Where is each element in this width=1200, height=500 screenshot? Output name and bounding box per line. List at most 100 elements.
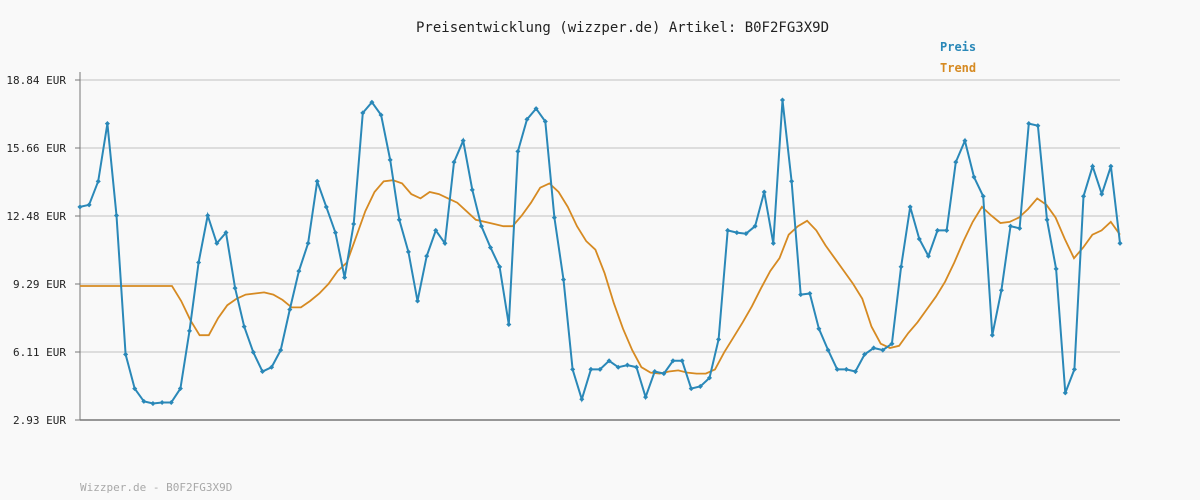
preis-data-point: [314, 178, 320, 184]
preis-data-point: [1071, 366, 1077, 372]
preis-data-point: [789, 178, 795, 184]
y-axis-ticks: 18.84 EUR 15.66 EUR 12.48 EUR 9.29 EUR 6.11 …: [6, 74, 80, 427]
preis-data-point: [396, 217, 402, 223]
preis-data-point: [725, 227, 731, 233]
preis-data-point: [998, 287, 1004, 293]
preis-data-point: [506, 321, 512, 328]
preis-data-point: [980, 193, 986, 199]
preis-data-point: [624, 362, 630, 368]
preis-data-point: [1117, 240, 1123, 246]
y-tick-label: 2.93 EUR: [13, 414, 66, 427]
preis-data-point: [843, 366, 849, 372]
preis-data-point: [86, 202, 92, 208]
preis-data-point: [1053, 266, 1059, 272]
preis-data-point: [205, 212, 211, 219]
preis-data-point: [1017, 225, 1023, 231]
preis-data-point: [287, 306, 293, 313]
preis-data-point: [323, 204, 329, 210]
preis-data-point: [633, 364, 640, 370]
preis-data-point: [1108, 163, 1114, 169]
preis-data-point: [369, 99, 375, 105]
preis-data-point: [1090, 163, 1096, 169]
preis-data-point: [579, 396, 585, 402]
preis-data-point: [305, 240, 311, 246]
preis-data-point: [798, 292, 804, 298]
preis-data-point: [141, 398, 147, 404]
preis-data-point: [351, 221, 357, 227]
preis-data-point: [743, 231, 749, 237]
preis-data-point: [405, 249, 411, 255]
preis-data-point: [643, 394, 649, 400]
preis-data-point: [214, 240, 220, 246]
y-tick-label: 6.11 EUR: [13, 346, 66, 359]
preis-data-point: [296, 268, 302, 274]
preis-data-point: [515, 148, 521, 154]
y-tick-label: 18.84 EUR: [6, 74, 66, 87]
preis-data-point: [688, 386, 694, 392]
preis-data-point: [862, 351, 868, 357]
preis-data-point: [1062, 390, 1068, 396]
preis-data-point: [761, 189, 767, 195]
preis-data-point: [1007, 223, 1014, 229]
preis-data-point: [825, 347, 831, 353]
preis-data-point: [615, 364, 621, 370]
preis-data-point: [250, 349, 256, 355]
preis-data-point: [770, 240, 776, 246]
preis-data-point: [150, 400, 156, 407]
preis-data-point: [670, 358, 676, 364]
preis-data-point: [186, 328, 193, 334]
preis-data-point: [989, 332, 995, 338]
y-tick-label: 9.29 EUR: [13, 278, 66, 291]
preis-data-point: [679, 358, 685, 364]
preis-data-point: [734, 230, 740, 236]
preis-data-point: [415, 298, 421, 304]
preis-data-point: [269, 364, 275, 370]
preis-data-point: [652, 368, 658, 375]
preis-data-point: [442, 240, 448, 246]
preis-data-point: [779, 97, 786, 103]
preis-data-point: [697, 383, 703, 389]
preis-data-point: [132, 386, 138, 392]
legend-preis: Preis: [940, 40, 977, 54]
preis-data-point: [944, 227, 950, 233]
preis-data-point: [1099, 191, 1105, 197]
preis-data-point: [332, 230, 338, 236]
preis-data-point: [433, 227, 439, 233]
preis-data-point: [424, 253, 430, 259]
preis-data-point: [77, 204, 83, 210]
preis-data-point: [1035, 123, 1041, 129]
preis-data-point: [478, 223, 484, 229]
legend-trend: Trend: [940, 61, 977, 75]
preis-data-point: [588, 366, 594, 372]
preis-data-point: [597, 366, 603, 372]
preis-data-point: [560, 277, 567, 283]
y-tick-label: 15.66 EUR: [6, 142, 66, 155]
preis-data-point: [223, 230, 229, 236]
preis-data-point: [232, 285, 238, 291]
y-tick-label: 12.48 EUR: [6, 210, 66, 223]
preis-data-point: [278, 347, 284, 353]
preis-data-point: [360, 110, 366, 116]
preis-data-point: [1026, 121, 1032, 127]
preis-series-line: [79, 99, 1121, 405]
preis-data-point: [706, 375, 713, 381]
preis-data-point: [460, 138, 466, 144]
preis-data-point: [934, 227, 941, 234]
preis-data-point: [807, 290, 813, 297]
preis-data-point: [907, 204, 913, 210]
preis-data-point: [1044, 217, 1050, 223]
preis-data-point: [1080, 193, 1087, 199]
preis-data-point: [159, 399, 165, 406]
preis-data-point: [259, 368, 266, 375]
preis-data-point: [469, 187, 475, 193]
trend-series-line: [80, 179, 1121, 375]
preis-data-point: [104, 121, 110, 127]
preis-data-point: [570, 366, 576, 372]
preis-data-point: [898, 264, 904, 270]
footer-credit: Wizzper.de - B0F2FG3X9D: [80, 481, 233, 494]
preis-data-point: [342, 274, 348, 280]
preis-data-point: [716, 336, 722, 342]
preis-data-point: [168, 399, 174, 406]
preis-data-point: [241, 324, 247, 330]
